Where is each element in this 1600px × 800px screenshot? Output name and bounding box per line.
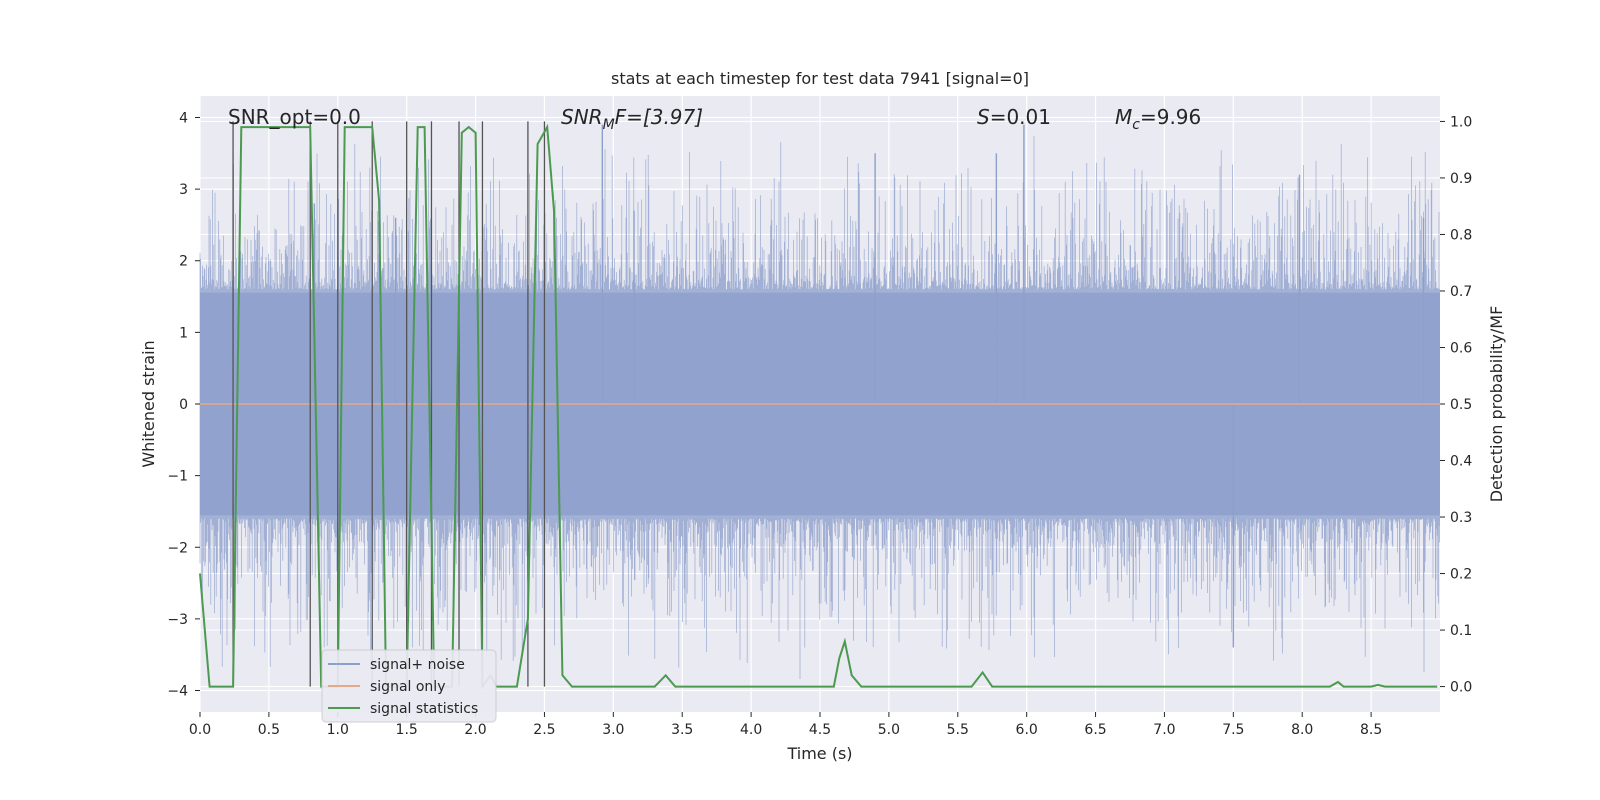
annotation-snr-mf: SNRMF=[3.97] xyxy=(561,105,703,133)
x-tick-label: 0.0 xyxy=(189,722,211,738)
y-axis-label-left: Whitened strain xyxy=(139,340,158,467)
legend-box xyxy=(321,649,497,723)
annotation-mc-sub: c xyxy=(1132,117,1140,133)
x-tick-label: 8.5 xyxy=(1360,722,1382,738)
y-left-tick-label: 1 xyxy=(179,325,188,341)
x-tick-label: 2.5 xyxy=(533,722,555,738)
annotation-mc-base: M xyxy=(1115,105,1132,129)
annotation-snr-mf-base: SNR xyxy=(561,105,603,129)
x-tick-label: 3.5 xyxy=(671,722,693,738)
x-tick-label: 0.5 xyxy=(258,722,280,738)
annotation-mc-value: =9.96 xyxy=(1140,105,1201,129)
annotation-snr-mf-sub: M xyxy=(603,117,615,133)
y-left-tick-label: −2 xyxy=(167,540,188,556)
y-left-tick-label: −4 xyxy=(167,684,188,700)
x-axis-label: Time (s) xyxy=(786,744,852,763)
y-right-tick-label: 0.2 xyxy=(1450,567,1472,583)
annotation-s-value: =0.01 xyxy=(990,105,1051,129)
x-tick-label: 5.0 xyxy=(878,722,900,738)
y-right-tick-label: 0.0 xyxy=(1450,680,1472,696)
annotation-snr-mf-rest: F=[3.97] xyxy=(615,105,703,129)
annotation-mc: Mc=9.96 xyxy=(1115,105,1201,133)
legend: signal+ noise signal only signal statist… xyxy=(321,649,497,723)
y-axis-label-right: Detection probability/MF xyxy=(1487,306,1506,503)
x-tick-label: 3.0 xyxy=(602,722,624,738)
legend-label-signal-noise: signal+ noise xyxy=(370,657,465,673)
y-left-tick-label: −3 xyxy=(167,612,188,628)
y-right-tick-label: 0.4 xyxy=(1450,454,1472,470)
event-markers xyxy=(232,121,546,687)
x-tick-label: 6.5 xyxy=(1084,722,1106,738)
x-tick-label: 7.5 xyxy=(1222,722,1244,738)
y-left-tick-label: 4 xyxy=(179,110,188,126)
legend-label-signal-only: signal only xyxy=(370,679,445,695)
y-left-tick-label: 0 xyxy=(179,397,188,413)
y-left-tick-label: 2 xyxy=(179,254,188,270)
y-right-tick-label: 0.5 xyxy=(1450,397,1472,413)
annotation-s: S=0.01 xyxy=(977,105,1051,129)
x-tick-label: 2.0 xyxy=(464,722,486,738)
y-left-tick-label: 3 xyxy=(179,182,188,198)
x-tick-label: 7.0 xyxy=(1153,722,1175,738)
annotation-s-label: S xyxy=(977,105,990,129)
annotation-snr-opt: SNR_opt=0.0 xyxy=(228,105,361,129)
y-right-tick-label: 0.7 xyxy=(1450,284,1472,300)
x-tick-label: 8.0 xyxy=(1291,722,1313,738)
chart-title: stats at each timestep for test data 794… xyxy=(611,69,1029,88)
x-tick-label: 5.5 xyxy=(947,722,969,738)
axis-ticks: 0.0 0.5 1.0 1.5 2.0 2.5 3.0 3.5 4.0 4.5 5.0 5.5 6.0 6… xyxy=(167,110,1472,738)
x-tick-label: 6.0 xyxy=(1016,722,1038,738)
x-tick-label: 4.5 xyxy=(809,722,831,738)
y-right-tick-label: 0.1 xyxy=(1450,623,1472,639)
y-right-tick-label: 0.9 xyxy=(1450,171,1472,187)
x-tick-label: 1.5 xyxy=(396,722,418,738)
series-signal-statistics xyxy=(199,123,1438,690)
x-tick-label: 1.0 xyxy=(327,722,349,738)
y-right-tick-label: 0.6 xyxy=(1450,340,1472,356)
y-right-tick-label: 1.0 xyxy=(1450,114,1472,130)
x-tick-label: 4.0 xyxy=(740,722,762,738)
legend-label-signal-statistics: signal statistics xyxy=(370,701,478,717)
y-right-tick-label: 0.8 xyxy=(1450,227,1472,243)
y-right-tick-label: 0.3 xyxy=(1450,510,1472,526)
y-left-tick-label: −1 xyxy=(167,469,188,485)
